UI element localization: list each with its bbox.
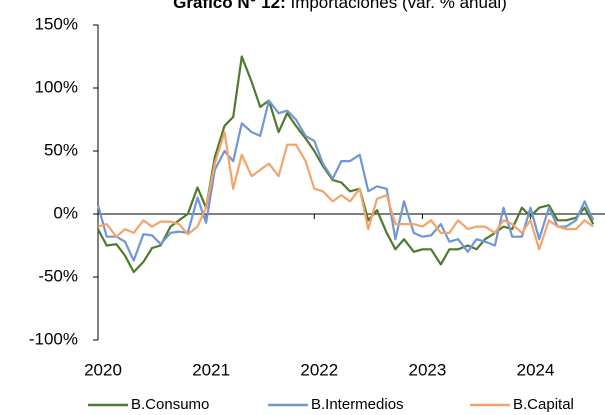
- y-tick-label: -100%: [29, 329, 78, 348]
- x-tick-label: 2024: [517, 360, 555, 379]
- legend-label: B.Capital: [513, 396, 574, 413]
- x-tick-label: 2023: [408, 360, 446, 379]
- y-tick-label: 0%: [53, 203, 78, 222]
- legend-label: B.Intermedios: [311, 396, 404, 413]
- legend-label: B.Consumo: [131, 396, 209, 413]
- y-tick-label: 150%: [35, 14, 78, 33]
- series-line: [96, 99, 595, 262]
- x-tick-label: 2020: [84, 360, 122, 379]
- series-line: [97, 55, 595, 274]
- chart-title: Gráfico N° 12: Importaciones (var. % anu…: [173, 0, 507, 12]
- y-tick-label: -50%: [38, 266, 78, 285]
- y-tick-label: 50%: [44, 140, 78, 159]
- series-line: [97, 131, 594, 251]
- y-tick-label: 100%: [35, 77, 78, 96]
- title-rest: Importaciones (var. % anual): [290, 0, 506, 12]
- x-tick-label: 2022: [300, 360, 338, 379]
- title-bold: Gráfico N° 12:: [173, 0, 286, 12]
- x-tick-label: 2021: [192, 360, 230, 379]
